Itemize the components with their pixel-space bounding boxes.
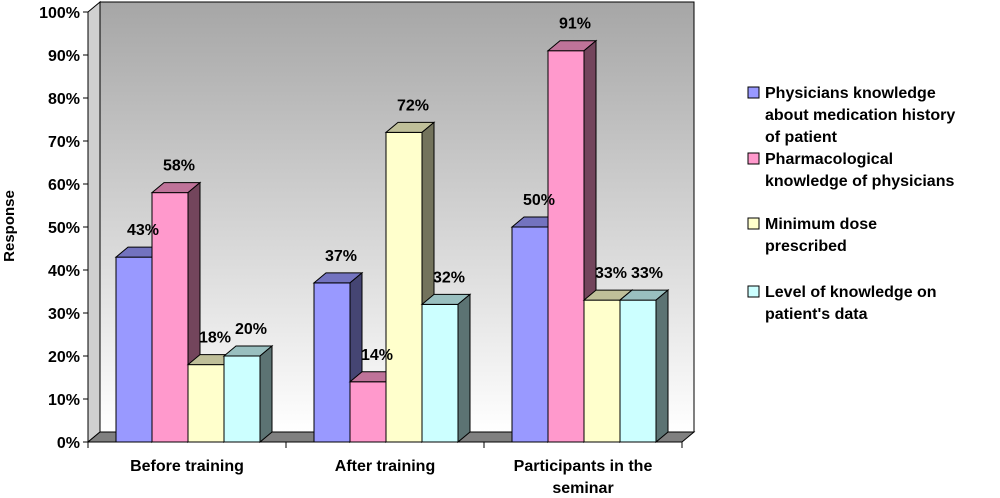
legend-item: Pharmacological knowledge of physicians <box>747 151 954 190</box>
y-tick-label: 80% <box>48 91 80 108</box>
bar-side <box>457 293 471 444</box>
data-label: 14% <box>361 347 393 364</box>
y-tick-label: 90% <box>48 48 80 65</box>
x-axis: Before training After training Participant… <box>87 441 683 497</box>
data-label: 58% <box>163 158 195 175</box>
bar-front <box>223 355 261 443</box>
legend-swatch <box>747 285 760 298</box>
y-axis-title: Response <box>1 190 18 262</box>
y-tick-label: 50% <box>48 220 80 237</box>
category-label: Before training <box>130 458 244 475</box>
legend-swatch <box>747 152 760 165</box>
data-label: 20% <box>235 321 267 338</box>
data-label: 50% <box>523 192 555 209</box>
legend-swatch <box>747 217 760 230</box>
data-label: 91% <box>559 16 591 33</box>
bar-front <box>583 299 621 443</box>
y-axis: 0% 10% 20% 30% 40% 50% 60% 70% 80% 90% 100% <box>39 5 89 452</box>
y-tick-label: 70% <box>48 134 80 151</box>
y-tick-label: 20% <box>48 349 80 366</box>
bar-front <box>385 131 423 443</box>
data-label: 33% <box>631 265 663 282</box>
legend-swatch <box>747 86 760 99</box>
legend-item: Minimum dose prescribed <box>747 216 877 255</box>
bar-front <box>349 381 387 443</box>
category-label: After training <box>335 458 435 475</box>
bar-front <box>187 364 225 443</box>
category-label: Participants in the seminar <box>514 458 653 497</box>
legend-label: Level of knowledge on patient's data <box>765 284 937 323</box>
bars: 43% 58% 18%20% 37% 14% 72% 32% 50% 91% 33% 33% <box>114 16 670 444</box>
y-tick-label: 60% <box>48 177 80 194</box>
data-label: 18% <box>199 330 231 347</box>
bar <box>420 293 472 444</box>
bar-front <box>619 299 657 443</box>
legend-item: Physicians knowledge about medication his… <box>747 85 955 146</box>
bar-side <box>655 289 669 444</box>
data-label: 32% <box>433 269 465 286</box>
y-tick-label: 100% <box>39 5 80 22</box>
legend-item: Level of knowledge on patient's data <box>747 284 937 323</box>
legend-label: Physicians knowledge about medication his… <box>765 85 955 146</box>
bar <box>222 344 274 444</box>
legend-label: Pharmacological knowledge of physicians <box>765 151 954 190</box>
legend: Physicians knowledge about medication his… <box>747 85 955 323</box>
bar <box>618 289 670 444</box>
y-tick-label: 30% <box>48 306 80 323</box>
data-label: 37% <box>325 248 357 265</box>
y-tick-label: 10% <box>48 392 80 409</box>
bar-front <box>547 50 585 443</box>
bar-front <box>313 282 351 443</box>
y-tick-label: 40% <box>48 263 80 280</box>
bar-front <box>115 256 153 443</box>
bar-front <box>421 303 459 443</box>
data-label: 43% <box>127 222 159 239</box>
side-wall <box>87 0 101 444</box>
y-tick-label: 0% <box>57 435 80 452</box>
data-label: 33% <box>595 265 627 282</box>
bar-front <box>511 226 549 443</box>
data-label: 72% <box>397 97 429 114</box>
bar-side <box>259 344 273 444</box>
legend-label: Minimum dose prescribed <box>765 216 877 255</box>
